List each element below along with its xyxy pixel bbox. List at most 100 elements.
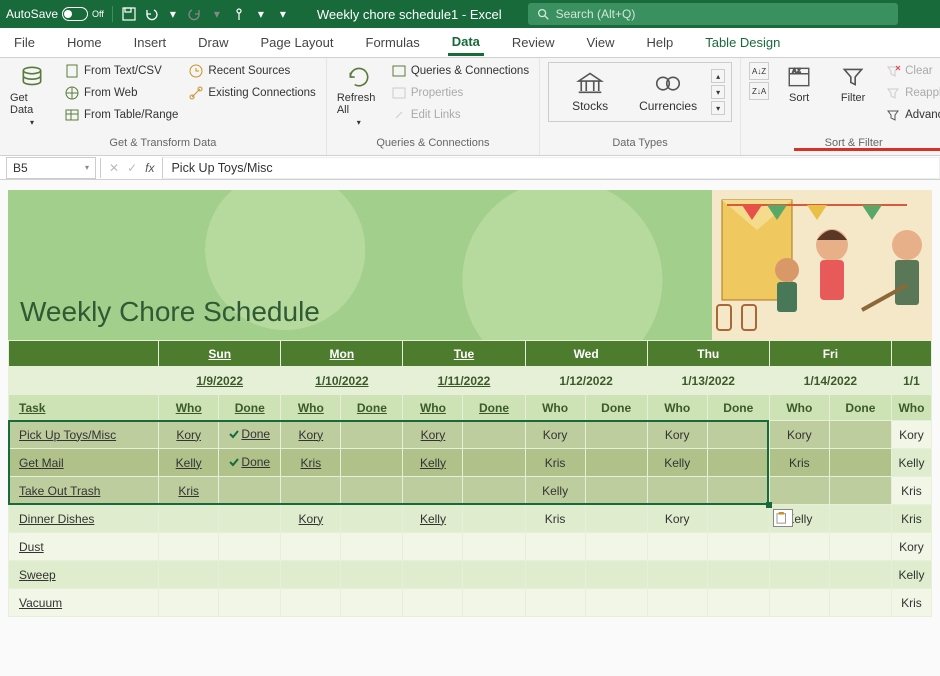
tab-review[interactable]: Review [508,31,559,54]
done-cell[interactable] [341,561,403,589]
done-header[interactable]: Done [463,395,525,421]
get-data-button[interactable]: Get Data ▾ [8,62,56,129]
from-web-button[interactable]: From Web [62,84,180,102]
sort-button[interactable]: A Z Sort [775,62,823,106]
who-cell[interactable] [159,589,219,617]
who-cell[interactable] [769,477,829,505]
who-cell[interactable]: Kory [769,421,829,449]
who-cell[interactable] [159,533,219,561]
who-cell[interactable] [769,561,829,589]
done-cell[interactable] [219,505,281,533]
done-cell[interactable] [829,421,891,449]
cancel-icon[interactable]: ✕ [109,161,119,175]
who-header[interactable]: Who [769,395,829,421]
who-cell[interactable]: Kory [647,421,707,449]
who-cell[interactable] [403,477,463,505]
formula-input[interactable]: Pick Up Toys/Misc [162,157,940,179]
touch-mode-icon[interactable] [231,6,247,22]
queries-connections-button[interactable]: Queries & Connections [389,62,531,80]
who-cell[interactable] [159,505,219,533]
filter-button[interactable]: Filter [829,62,877,106]
enter-icon[interactable]: ✓ [127,161,137,175]
who-cell[interactable]: Kory [403,421,463,449]
who-cell[interactable] [403,589,463,617]
tab-page-layout[interactable]: Page Layout [257,31,338,54]
who-cell[interactable]: Kory [525,421,585,449]
who-cell[interactable] [281,589,341,617]
done-cell[interactable] [219,533,281,561]
done-cell[interactable]: Done [219,421,281,449]
tab-draw[interactable]: Draw [194,31,232,54]
done-cell[interactable] [707,449,769,477]
who-header[interactable]: Who [403,395,463,421]
done-cell[interactable] [707,505,769,533]
sort-desc-button[interactable]: Z↓A [749,82,769,100]
done-cell[interactable] [341,477,403,505]
task-cell[interactable]: Sweep [9,561,159,589]
done-cell[interactable] [707,561,769,589]
who-cell[interactable]: Kelly [891,449,931,477]
existing-connections-button[interactable]: Existing Connections [186,84,317,102]
search-input[interactable]: Search (Alt+Q) [528,3,898,25]
who-cell[interactable] [525,589,585,617]
done-cell[interactable] [707,533,769,561]
recent-sources-button[interactable]: Recent Sources [186,62,317,80]
undo-icon[interactable] [143,6,159,22]
done-cell[interactable] [585,533,647,561]
up-arrow-icon[interactable]: ▴ [711,69,725,83]
from-text-csv-button[interactable]: From Text/CSV [62,62,180,80]
who-cell[interactable]: Kelly [159,449,219,477]
who-cell[interactable]: Kory [891,533,931,561]
task-cell[interactable]: Dinner Dishes [9,505,159,533]
done-cell[interactable] [829,477,891,505]
task-cell[interactable]: Get Mail [9,449,159,477]
who-cell[interactable]: Kory [281,421,341,449]
done-header[interactable]: Done [829,395,891,421]
done-cell[interactable] [585,421,647,449]
stocks-type[interactable]: Stocks [555,71,625,113]
tab-file[interactable]: File [10,31,39,54]
tab-formulas[interactable]: Formulas [362,31,424,54]
task-cell[interactable]: Pick Up Toys/Misc [9,421,159,449]
done-cell[interactable] [341,449,403,477]
who-cell[interactable]: Kory [159,421,219,449]
done-header[interactable]: Done [707,395,769,421]
done-cell[interactable] [463,449,525,477]
done-cell[interactable]: Done [229,455,270,469]
who-cell[interactable] [525,561,585,589]
done-cell[interactable] [463,561,525,589]
who-cell[interactable] [403,533,463,561]
redo-icon[interactable] [187,6,203,22]
done-cell[interactable] [829,533,891,561]
done-cell[interactable] [341,505,403,533]
done-cell[interactable] [829,589,891,617]
down-arrow-icon[interactable]: ▾ [711,85,725,99]
who-cell[interactable]: Kelly [647,449,707,477]
fx-icon[interactable]: fx [145,161,154,175]
who-cell[interactable]: Kory [281,505,341,533]
who-cell[interactable] [281,561,341,589]
who-cell[interactable] [647,589,707,617]
smart-tag-button[interactable] [773,509,793,527]
tab-home[interactable]: Home [63,31,106,54]
done-cell[interactable] [585,505,647,533]
done-cell[interactable] [707,477,769,505]
who-cell[interactable]: Kelly [525,477,585,505]
done-cell[interactable] [707,589,769,617]
task-cell[interactable]: Dust [9,533,159,561]
who-header[interactable]: Who [281,395,341,421]
done-header[interactable]: Done [219,395,281,421]
who-cell[interactable] [525,533,585,561]
tab-data[interactable]: Data [448,30,484,56]
task-cell[interactable]: Take Out Trash [9,477,159,505]
who-cell[interactable] [769,533,829,561]
advanced-button[interactable]: Advanced [883,106,940,124]
sort-asc-button[interactable]: A↓Z [749,62,769,80]
who-cell[interactable]: Kris [525,505,585,533]
chevron-down-icon[interactable]: ▾ [253,6,269,22]
who-cell[interactable] [647,477,707,505]
done-cell[interactable] [341,421,403,449]
done-cell[interactable] [219,477,281,505]
who-cell[interactable]: Kris [891,505,931,533]
done-cell[interactable] [829,561,891,589]
